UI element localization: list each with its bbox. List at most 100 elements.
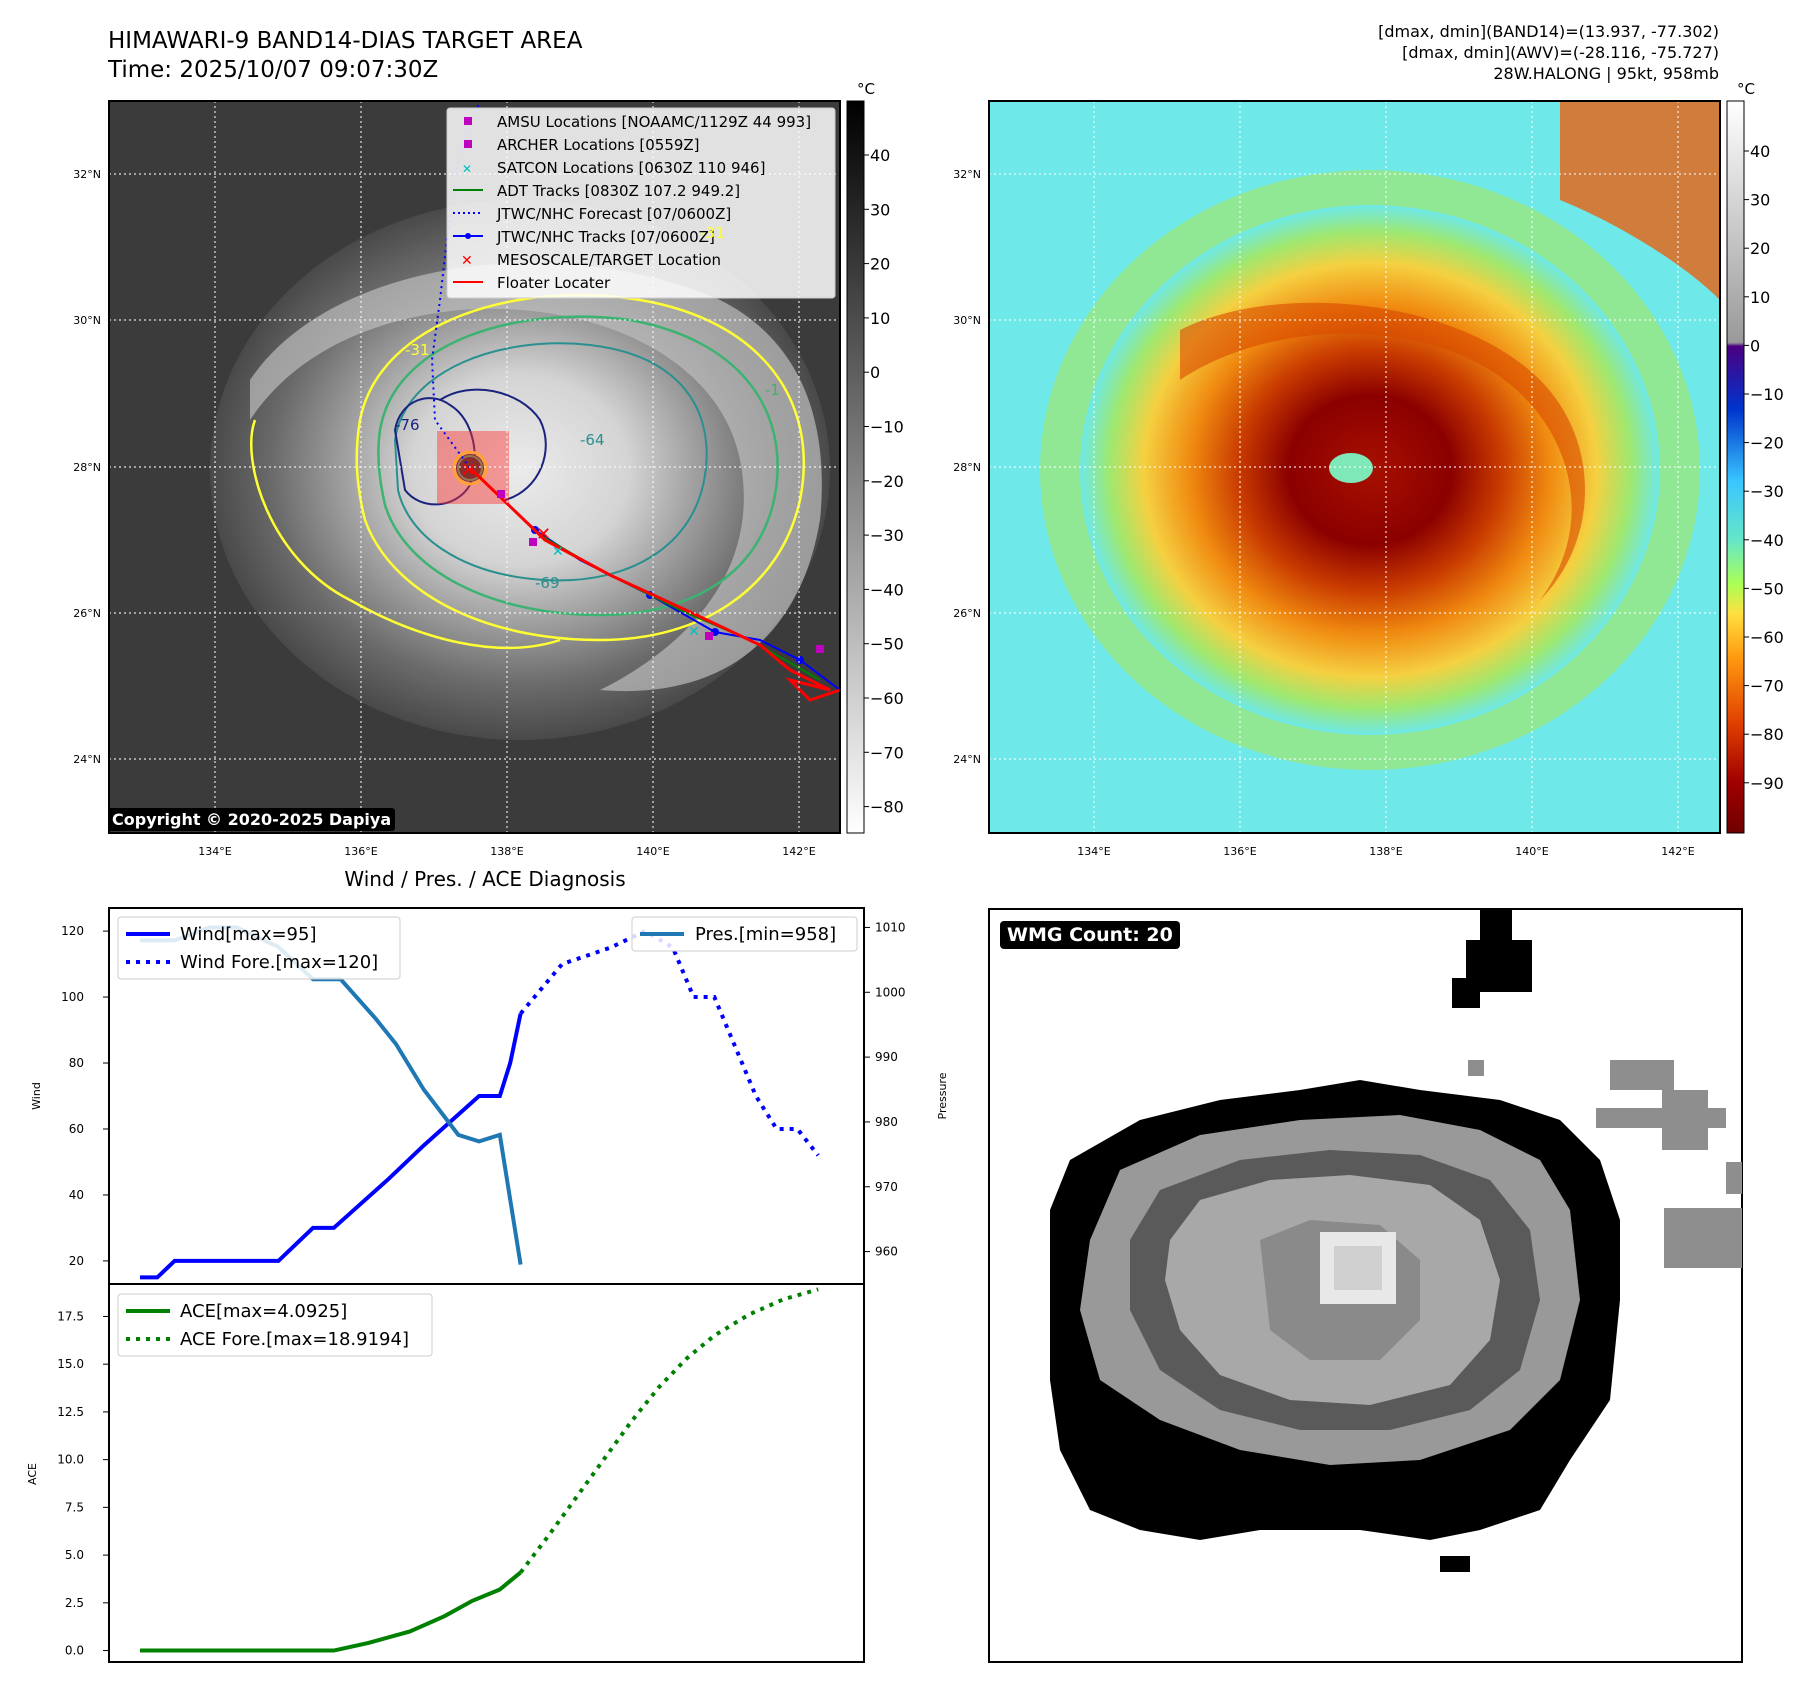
ir-colorbar-tick-label: −80	[870, 798, 904, 817]
wmg-north-block	[1452, 978, 1480, 1008]
satcon-marker: ✕	[688, 624, 700, 640]
ir-map-frame	[108, 100, 841, 834]
awv-colorbar-tick-label: −20	[1750, 434, 1784, 453]
legend-target-icon: ✕	[461, 253, 473, 269]
diagnosis-title: Wind / Pres. / ACE Diagnosis	[344, 867, 625, 891]
copyright-badge: Copyright © 2020-2025 Dapiya	[108, 808, 396, 831]
awv-eye	[1329, 453, 1373, 483]
awv-lat-label: 28°N	[953, 461, 981, 474]
awv-lat-label: 30°N	[953, 314, 981, 327]
legend-satcon-icon: ✕	[462, 162, 472, 176]
awv-colorbar-unit: °C	[1737, 80, 1755, 98]
amsu-marker	[816, 645, 824, 653]
awv-colorbar-tick-label: −10	[1750, 385, 1784, 404]
wmg-gray-patch	[1610, 1060, 1674, 1090]
legend-archer-icon	[464, 140, 472, 148]
wind-ylabel: Wind	[30, 1082, 43, 1110]
awv-colorbar-tick-label: 10	[1750, 288, 1770, 307]
ir-lon-label: 134°E	[198, 845, 231, 858]
ir-eye-ring-yellow	[452, 450, 488, 486]
ir-lat-label: 32°N	[73, 168, 101, 181]
wind-ytick-label: 20	[69, 1254, 84, 1268]
legend-label: SATCON Locations [0630Z 110 946]	[497, 159, 765, 177]
ir-lon-label: 140°E	[636, 845, 669, 858]
awv-colorbar-tick-label: 40	[1750, 142, 1770, 161]
satcon-marker: ✕	[552, 544, 564, 560]
contour-label: -64	[580, 431, 605, 449]
ace-legend-label: ACE[max=4.0925]	[180, 1301, 347, 1322]
awv-colorbar	[1726, 100, 1745, 834]
awv-map-panel	[988, 100, 1721, 834]
awv-colorbar-tick-label: 20	[1750, 239, 1770, 258]
target-marker: ✕	[461, 460, 476, 481]
wind-ytick-label: 100	[61, 990, 84, 1004]
dmax-band14: [dmax, dmin](BAND14)=(13.937, -77.302)	[1378, 22, 1719, 41]
pressure-ytick-label: 970	[875, 1180, 898, 1194]
wind-ytick-label: 60	[69, 1122, 84, 1136]
jtwc-track	[469, 467, 840, 691]
ir-colorbar-tick-label: 30	[870, 200, 890, 219]
ir-colorbar-tick-label: −50	[870, 635, 904, 654]
ir-colorbar-tick-label: −40	[870, 580, 904, 599]
awv-lon-label: 136°E	[1223, 845, 1256, 858]
ace-ytick-label: 17.5	[57, 1309, 84, 1323]
ir-colorbar-tick-label: −70	[870, 743, 904, 762]
wind-ytick-label: 80	[69, 1056, 84, 1070]
legend-jtwc-dot	[465, 233, 471, 239]
wmg-image	[1050, 909, 1742, 1572]
ir-lon-label: 142°E	[782, 845, 815, 858]
legend-label: Floater Locater	[497, 274, 611, 292]
awv-colorbar-tick-label: 30	[1750, 191, 1770, 210]
ace-series-line-1	[519, 1287, 819, 1574]
legend-label: JTWC/NHC Tracks [07/0600Z]	[496, 228, 715, 246]
awv-colorbar-tick-label: −40	[1750, 531, 1784, 550]
jtwc-track-point	[796, 656, 804, 664]
pressure-ytick-label: 990	[875, 1050, 898, 1064]
wind-legend-frame	[117, 916, 401, 980]
wmg-count-badge: WMG Count: 20	[1000, 921, 1180, 949]
ace-ytick-label: 0.0	[65, 1644, 84, 1658]
ace-ytick-label: 2.5	[65, 1596, 84, 1610]
ir-colorbar-unit: °C	[857, 80, 875, 98]
figure-title: HIMAWARI-9 BAND14-DIAS TARGET AREA	[108, 28, 583, 54]
awv-northeast-band	[1560, 101, 1720, 300]
ace-chart: 0.0 2.5 5.0 7.5 10.0 12.5 15.0 17.5 ACE ACE[max=4…	[26, 1287, 819, 1658]
pressure-legend-frame	[631, 916, 858, 952]
ir-colorbar	[846, 100, 865, 834]
ace-ytick-label: 5.0	[65, 1548, 84, 1562]
awv-colorbar-tick-label: −70	[1750, 677, 1784, 696]
ace-fore-legend-label: ACE Fore.[max=18.9194]	[180, 1329, 409, 1350]
awv-lon-label: 142°E	[1661, 845, 1694, 858]
legend-label: AMSU Locations [NOAAMC/1129Z 44 993]	[497, 113, 811, 131]
legend-frame	[446, 107, 836, 299]
contour-navy	[393, 397, 476, 506]
ace-ytick-label: 10.0	[57, 1453, 84, 1467]
ir-lon-label: 136°E	[344, 845, 377, 858]
awv-spiral-band	[1180, 302, 1585, 600]
legend-label: ARCHER Locations [0559Z]	[497, 136, 700, 154]
awv-map-frame	[988, 100, 1721, 834]
pressure-ylabel: Pressure	[936, 1072, 949, 1119]
wind-legend-label: Wind[max=95]	[180, 924, 317, 945]
dmax-awv: [dmax, dmin](AWV)=(-28.116, -75.727)	[1402, 43, 1719, 62]
legend-label: MESOSCALE/TARGET Location	[497, 251, 721, 269]
floater-locater-track	[468, 466, 840, 702]
awv-lat-label: 26°N	[953, 607, 981, 620]
ir-lat-label: 28°N	[73, 461, 101, 474]
ir-colorbar-tick-label: 0	[870, 363, 880, 382]
awv-lon-label: 138°E	[1369, 845, 1402, 858]
awv-colorbar-tick-label: −90	[1750, 774, 1784, 793]
series-line-1	[519, 928, 820, 1157]
ir-lat-label: 24°N	[73, 753, 101, 766]
wind-ytick-label: 120	[61, 924, 84, 938]
awv-colorbar-tick-label: 0	[1750, 336, 1760, 355]
ace-ytick-label: 7.5	[65, 1500, 84, 1514]
ir-colorbar-tick-label: 10	[870, 309, 890, 328]
contour-yellow-arm	[250, 419, 561, 650]
pressure-ytick-label: 960	[875, 1245, 898, 1259]
awv-map-grid	[989, 101, 1720, 833]
contour-green	[377, 315, 779, 617]
ir-colorbar-tick-label: −30	[870, 526, 904, 545]
awv-lon-label: 140°E	[1515, 845, 1548, 858]
legend-label: JTWC/NHC Forecast [07/0600Z]	[496, 205, 731, 223]
